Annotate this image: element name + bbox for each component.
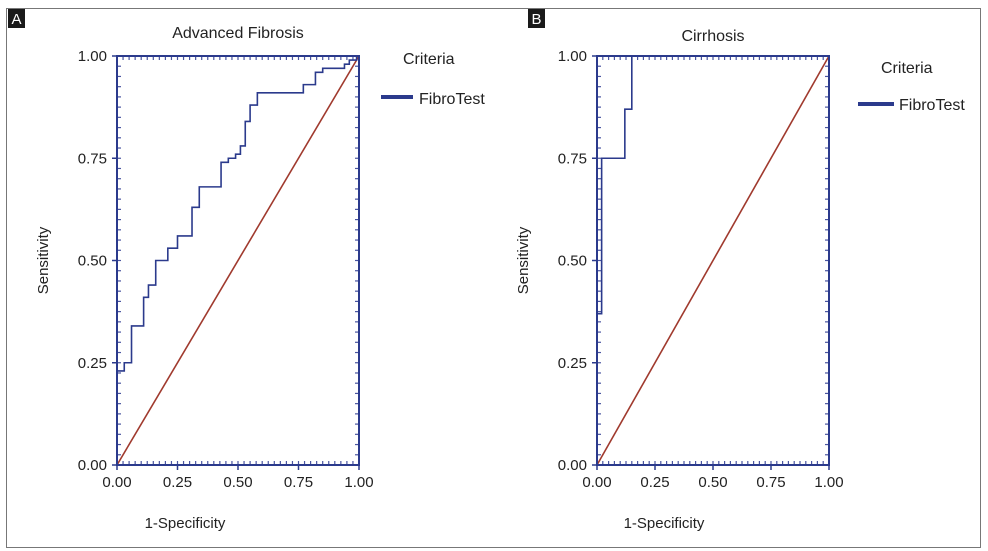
reference-line [116, 55, 360, 466]
x-tick-label: 1.00 [814, 474, 843, 491]
plot-frame [116, 55, 360, 466]
y-tick-label: 1.00 [78, 48, 107, 65]
panel-badge [528, 9, 545, 28]
y-tick-label: 1.00 [558, 48, 587, 65]
roc-curve-fibrotest [116, 55, 359, 465]
y-axis-label: Sensitivity [515, 226, 532, 294]
panel-label: B [531, 11, 541, 28]
legend-label: FibroTest [419, 91, 485, 108]
chart-title: Cirrhosis [681, 28, 744, 45]
y-tick-label: 0.50 [78, 253, 107, 270]
x-axis-label: 1-Specificity [624, 515, 705, 532]
x-axis-label: 1-Specificity [145, 515, 226, 532]
x-tick-label: 0.50 [698, 474, 727, 491]
legend-title: Criteria [881, 60, 933, 77]
y-tick-label: 0.25 [78, 355, 107, 372]
y-axis-label: Sensitivity [35, 226, 52, 294]
panel-b: B Cirrhosis 0.00 0.25 0.50 0.75 1.00 0.00 0.25 0.… [515, 9, 965, 532]
panel-badge [8, 9, 25, 28]
y-tick-label: 0.00 [78, 457, 107, 474]
legend-label: FibroTest [899, 97, 965, 114]
y-tick-label: 0.00 [558, 457, 587, 474]
x-tick-label: 0.25 [640, 474, 669, 491]
reference-line [596, 55, 830, 466]
panel-label: A [11, 11, 21, 28]
figure-frame [6, 8, 981, 548]
y-tick-label: 0.50 [558, 253, 587, 270]
chart-title: Advanced Fibrosis [172, 25, 304, 42]
x-tick-label: 0.50 [223, 474, 252, 491]
legend-title: Criteria [403, 51, 455, 68]
y-tick-label: 0.75 [558, 150, 587, 167]
x-tick-label: 0.25 [163, 474, 192, 491]
x-tick-label: 0.00 [582, 474, 611, 491]
plot-frame [596, 55, 830, 466]
roc-curve-fibrotest [596, 55, 829, 465]
panel-a: A Advanced Fibrosis 0.00 0.25 0.50 0.75 1.00 0.… [8, 9, 485, 532]
y-tick-label: 0.25 [558, 355, 587, 372]
y-tick-label: 0.75 [78, 150, 107, 167]
x-tick-label: 0.00 [102, 474, 131, 491]
x-tick-label: 0.75 [756, 474, 785, 491]
x-tick-label: 0.75 [284, 474, 313, 491]
x-tick-label: 1.00 [344, 474, 373, 491]
